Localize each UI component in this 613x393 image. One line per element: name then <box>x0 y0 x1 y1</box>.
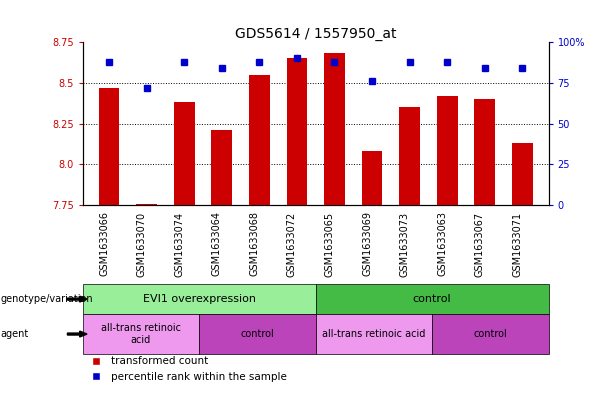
Text: GSM1633068: GSM1633068 <box>249 211 259 276</box>
Text: EVI1 overexpression: EVI1 overexpression <box>143 294 256 304</box>
Text: all-trans retinoic
acid: all-trans retinoic acid <box>101 323 181 345</box>
Bar <box>83 284 316 314</box>
Text: GSM1633063: GSM1633063 <box>437 211 447 276</box>
Text: GSM1633071: GSM1633071 <box>512 211 522 277</box>
Bar <box>174 103 194 205</box>
Bar <box>83 314 199 354</box>
Text: GSM1633072: GSM1633072 <box>287 211 297 277</box>
Text: all-trans retinoic acid: all-trans retinoic acid <box>322 329 425 339</box>
Bar <box>512 143 533 205</box>
Bar <box>99 88 120 205</box>
Text: GSM1633065: GSM1633065 <box>324 211 335 277</box>
Text: genotype/variation: genotype/variation <box>1 294 93 304</box>
Text: GSM1633073: GSM1633073 <box>400 211 409 277</box>
Bar <box>199 314 316 354</box>
Bar <box>362 151 383 205</box>
Bar <box>399 107 420 205</box>
Text: GSM1633064: GSM1633064 <box>211 211 222 276</box>
Bar <box>437 96 457 205</box>
Text: GSM1633069: GSM1633069 <box>362 211 372 276</box>
Text: agent: agent <box>1 329 29 339</box>
Text: GSM1633066: GSM1633066 <box>99 211 109 276</box>
Title: GDS5614 / 1557950_at: GDS5614 / 1557950_at <box>235 27 397 41</box>
Text: control: control <box>240 329 275 339</box>
Bar <box>474 99 495 205</box>
Bar <box>249 75 270 205</box>
Text: GSM1633074: GSM1633074 <box>174 211 184 277</box>
Text: control: control <box>473 329 508 339</box>
Text: GSM1633067: GSM1633067 <box>474 211 485 277</box>
Bar <box>211 130 232 205</box>
Text: GSM1633070: GSM1633070 <box>137 211 147 277</box>
Bar <box>316 314 432 354</box>
Text: control: control <box>413 294 452 304</box>
Bar <box>287 58 307 205</box>
Bar <box>136 204 157 205</box>
Bar <box>316 284 549 314</box>
Bar <box>432 314 549 354</box>
Legend: transformed count, percentile rank within the sample: transformed count, percentile rank withi… <box>82 352 291 386</box>
Bar <box>324 53 345 205</box>
